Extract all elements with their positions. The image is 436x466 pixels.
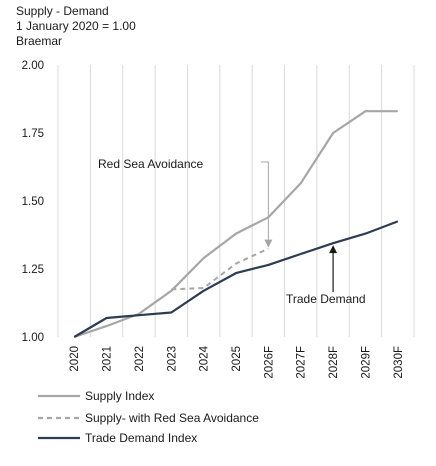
x-tick-label: 2030F	[393, 346, 405, 379]
chart-title: Supply - Demand	[16, 4, 109, 18]
annotation-arrow-line	[261, 161, 269, 243]
x-tick-label: 2027F	[296, 346, 308, 379]
annotation-label: Red Sea Avoidance	[98, 157, 204, 171]
x-tick-label: 2020	[69, 346, 81, 372]
chart-source: Braemar	[16, 34, 63, 48]
annotation-arrowhead	[264, 239, 273, 248]
y-tick-label: 1.50	[22, 196, 44, 208]
series-line-0	[73, 110, 398, 339]
x-tick-label: 2024	[199, 345, 211, 371]
x-tick-label: 2028F	[328, 346, 340, 379]
x-tick-label: 2022	[134, 346, 146, 372]
x-tick-label: 2023	[166, 346, 178, 372]
series-line-2	[73, 220, 399, 338]
legend-label: Supply- with Red Sea Avoidance	[85, 411, 259, 425]
x-tick-label: 2026F	[263, 346, 275, 379]
x-tick-label: 2029F	[360, 346, 372, 379]
y-tick-label: 1.75	[22, 128, 44, 140]
x-tick-label: 2025	[231, 346, 243, 372]
y-tick-label: 1.25	[22, 264, 44, 276]
x-tick-label: 2021	[102, 346, 114, 372]
y-tick-label: 1.00	[22, 332, 44, 344]
legend-label: Supply Index	[85, 389, 154, 403]
annotation-label: Trade Demand	[286, 292, 366, 306]
annotation-arrowhead	[329, 245, 338, 254]
legend-label: Trade Demand Index	[85, 431, 197, 445]
y-tick-label: 2.00	[22, 60, 44, 72]
series-line-1	[171, 247, 269, 291]
chart-subtitle: 1 January 2020 = 1.00	[16, 19, 136, 33]
